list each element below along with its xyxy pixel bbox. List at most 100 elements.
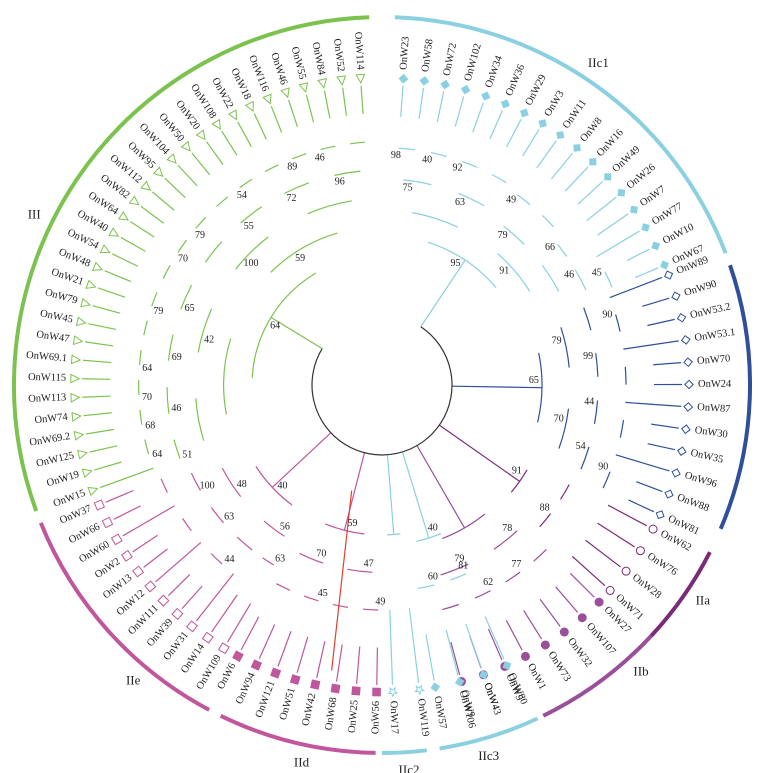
leaf-branch	[177, 164, 198, 187]
internal-arc	[190, 472, 202, 491]
triangle-marker-icon	[87, 486, 99, 497]
internal-arc	[173, 439, 181, 459]
diamond-marker-icon	[478, 670, 489, 680]
clade-label: IIe	[126, 672, 141, 687]
red-branch	[331, 490, 353, 671]
backbone-branch	[386, 454, 395, 535]
leaf-branch	[647, 318, 675, 327]
bootstrap-value: 69	[172, 352, 182, 363]
leaf-label: OnW29	[524, 73, 549, 108]
leaf-branch	[82, 395, 111, 398]
leaf-branch	[626, 248, 650, 261]
internal-arc	[615, 314, 621, 332]
internal-arc	[430, 152, 447, 158]
leaf-branch	[651, 423, 679, 429]
leaf-label: OnW79	[44, 287, 79, 306]
star-marker-icon	[387, 686, 399, 698]
leaf-label: OnW96	[683, 470, 718, 490]
leaf-branch	[288, 99, 299, 128]
diamond-marker-icon	[683, 357, 693, 368]
leaf-label: OnW69.1	[26, 350, 68, 364]
internal-arc	[240, 206, 263, 224]
leaf-branch	[237, 121, 252, 148]
root-arc	[311, 326, 453, 456]
bootstrap-value: 64	[270, 320, 280, 331]
clade-label: IIc3	[478, 748, 499, 763]
internal-arc	[180, 284, 193, 310]
leaf-label: OnW32	[565, 636, 594, 669]
internal-arc	[239, 178, 253, 189]
circle-marker-icon	[559, 627, 569, 637]
leaf-branch	[111, 253, 138, 267]
leaf-branch	[164, 177, 186, 199]
leaf-label: OnW60	[77, 539, 111, 565]
leaf-branch	[130, 221, 155, 238]
triangle-marker-icon	[70, 354, 82, 365]
internal-arc	[491, 174, 507, 184]
leaf-label: OnW1	[525, 662, 548, 692]
bootstrap-value: 40	[278, 481, 288, 492]
triangle-marker-icon	[211, 118, 221, 130]
triangle-marker-icon	[298, 82, 309, 94]
square-marker-icon	[232, 650, 244, 662]
diamond-marker-icon	[684, 379, 694, 390]
leaf-branch	[104, 270, 132, 283]
leaf-branch	[122, 505, 175, 537]
leaf-label: OnW49	[611, 144, 643, 175]
square-marker-icon	[132, 565, 145, 578]
backbone-branch	[451, 385, 542, 389]
clade-label: IIa	[696, 592, 711, 607]
diamond-marker-icon	[440, 79, 450, 90]
diamond-marker-icon	[430, 682, 441, 693]
internal-arc	[332, 604, 348, 608]
clade-arc-iic3	[439, 716, 539, 751]
triangle-marker-icon	[71, 411, 82, 422]
square-marker-icon	[217, 642, 230, 655]
internal-arc	[541, 264, 560, 292]
leaf-label: OnW19	[46, 469, 81, 489]
bootstrap-value: 91	[512, 465, 522, 476]
leaf-branch	[577, 181, 603, 205]
bootstrap-value: 92	[453, 163, 463, 174]
bootstrap-value: 45	[592, 268, 602, 279]
diamond-marker-icon	[664, 270, 674, 280]
internal-arc	[334, 170, 361, 176]
internal-arc	[442, 603, 459, 611]
triangle-marker-icon	[244, 100, 254, 113]
clade-arc-iic1	[394, 15, 728, 254]
bootstrap-value: 48	[237, 479, 247, 490]
square-marker-icon	[330, 683, 341, 694]
internal-arc	[167, 334, 174, 361]
diamond-marker-icon	[617, 189, 626, 197]
diamond-marker-icon	[500, 99, 510, 109]
internal-arc	[166, 387, 170, 414]
internal-arc	[595, 353, 599, 377]
diamond-marker-icon	[680, 424, 691, 435]
triangle-marker-icon	[70, 373, 81, 384]
leaf-label: OnW53.1	[694, 327, 736, 344]
internal-arc	[144, 439, 150, 455]
clade-labels: IIc1IaIIaIIbIIc3IIc2IIdIIeIII	[28, 55, 711, 773]
bootstrap-values: 98 75 40 92 63 95 49 79 91 66 46 45 90 79 99 65 44 70 54 90…	[142, 150, 612, 607]
leaf-label: OnW46	[268, 51, 289, 86]
internal-arc	[182, 518, 192, 532]
leaf-label: OnW47	[36, 329, 70, 345]
leaf-branch	[400, 85, 404, 117]
leaf-branch	[113, 505, 141, 520]
clade-arc-iii	[11, 15, 370, 512]
triangle-marker-icon	[72, 335, 84, 346]
internal-arc	[557, 243, 568, 257]
leaf-label: OnW42	[300, 692, 318, 727]
clade-arc-iid	[219, 714, 376, 755]
triangle-marker-icon	[99, 244, 111, 254]
internal-arc	[619, 420, 625, 438]
bootstrap-value: 99	[583, 351, 593, 362]
leaf-branch	[564, 166, 589, 192]
square-marker-icon	[201, 631, 214, 644]
leaf-label: OnW55	[289, 46, 308, 81]
bootstrap-value: 44	[225, 554, 235, 565]
leaf-label: OnW17	[388, 701, 400, 735]
leaf-branch	[92, 305, 121, 314]
square-marker-icon	[157, 594, 170, 607]
bootstrap-value: 79	[454, 554, 464, 565]
